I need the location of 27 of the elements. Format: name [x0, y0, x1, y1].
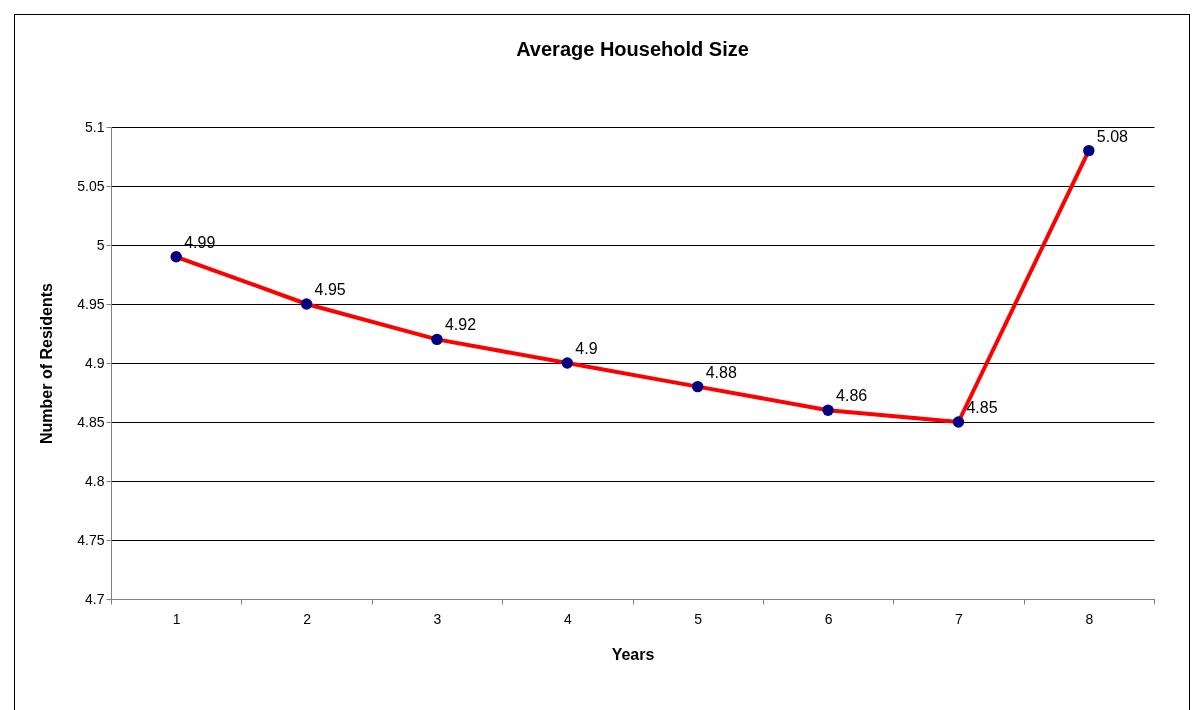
x-tick-label: 8	[1085, 610, 1094, 627]
data-label: 4.85	[966, 399, 998, 416]
x-tick-label: 1	[172, 610, 181, 627]
chart-title: Average Household Size	[516, 38, 749, 60]
data-label: 4.88	[705, 363, 737, 381]
y-tick-label: 4.75	[77, 531, 105, 548]
y-tick-label: 4.7	[85, 590, 105, 607]
y-tick-label: 4.95	[77, 295, 105, 312]
y-tick-label: 4.85	[77, 413, 105, 430]
y-axis-title: Number of Residents	[38, 282, 56, 444]
y-tick-label: 4.8	[85, 472, 105, 489]
data-label: 4.95	[314, 281, 346, 298]
y-tick-label: 4.9	[85, 354, 105, 371]
data-label: 4.9	[575, 340, 598, 357]
y-tick-label: 5	[96, 236, 105, 253]
x-tick-label: 2	[303, 610, 312, 627]
y-tick-label: 5.1	[85, 118, 105, 135]
x-tick-label: 4	[563, 610, 572, 627]
data-label: 4.86	[836, 387, 868, 405]
x-tick-label: 6	[824, 610, 833, 627]
x-axis-title: Years	[611, 645, 655, 663]
data-label: 5.08	[1096, 127, 1129, 145]
x-tick-label: 5	[694, 610, 703, 627]
data-label: 4.92	[444, 316, 477, 334]
x-tick-label: 3	[433, 610, 442, 627]
x-tick-label: 7	[955, 610, 964, 627]
y-tick-label: 5.05	[77, 177, 105, 194]
